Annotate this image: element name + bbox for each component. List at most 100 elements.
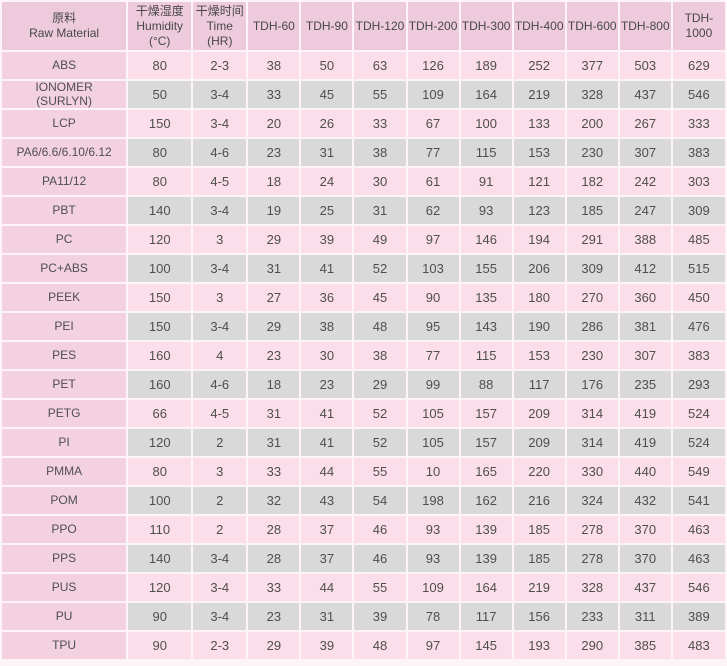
value-cell: 328 <box>566 574 618 601</box>
value-cell: 432 <box>619 487 671 514</box>
value-cell: 90 <box>128 632 192 659</box>
value-cell: 324 <box>566 487 618 514</box>
material-cell: TPU <box>2 632 127 659</box>
value-cell: 115 <box>460 139 512 166</box>
table-row: PPS 140 3-4 28 37 46 93 139 185 278 370 463 <box>2 545 725 572</box>
value-cell: 146 <box>460 226 512 253</box>
value-cell: 377 <box>566 52 618 79</box>
value-cell: 54 <box>354 487 406 514</box>
table-row: PMMA 80 3 33 44 55 10 165 220 330 440 549 <box>2 458 725 485</box>
material-cell: ABS <box>2 52 127 79</box>
value-cell: 38 <box>354 342 406 369</box>
value-cell: 330 <box>566 458 618 485</box>
value-cell: 307 <box>619 342 671 369</box>
material-cell: PC+ABS <box>2 255 127 282</box>
table-row: LCP 150 3-4 20 26 33 67 100 133 200 267 333 <box>2 110 725 137</box>
value-cell: 311 <box>619 603 671 630</box>
value-cell: 100 <box>128 255 192 282</box>
value-cell: 103 <box>407 255 459 282</box>
value-cell: 3-4 <box>193 313 247 340</box>
value-cell: 25 <box>301 197 353 224</box>
value-cell: 2 <box>193 429 247 456</box>
material-cell: POM <box>2 487 127 514</box>
table-row: PET 160 4-6 18 23 29 99 88 117 176 235 293 <box>2 371 725 398</box>
value-cell: 185 <box>513 545 565 572</box>
value-cell: 33 <box>354 110 406 137</box>
material-cell: PMMA <box>2 458 127 485</box>
value-cell: 419 <box>619 429 671 456</box>
value-cell: 463 <box>672 516 725 543</box>
value-cell: 4 <box>193 342 247 369</box>
value-cell: 180 <box>513 284 565 311</box>
value-cell: 185 <box>566 197 618 224</box>
value-cell: 20 <box>248 110 300 137</box>
value-cell: 503 <box>619 52 671 79</box>
value-cell: 30 <box>354 168 406 195</box>
material-cell: IONOMER (SURLYN) <box>2 81 127 108</box>
material-cell: PEI <box>2 313 127 340</box>
value-cell: 485 <box>672 226 725 253</box>
table-row: IONOMER (SURLYN) 50 3-4 33 45 55 109 164 219 328 4… <box>2 81 725 108</box>
value-cell: 55 <box>354 81 406 108</box>
value-cell: 388 <box>619 226 671 253</box>
material-cell: PC <box>2 226 127 253</box>
value-cell: 44 <box>301 458 353 485</box>
value-cell: 126 <box>407 52 459 79</box>
value-cell: 3-4 <box>193 545 247 572</box>
value-cell: 155 <box>460 255 512 282</box>
value-cell: 49 <box>354 226 406 253</box>
value-cell: 3 <box>193 226 247 253</box>
value-cell: 419 <box>619 400 671 427</box>
value-cell: 38 <box>301 313 353 340</box>
value-cell: 109 <box>407 81 459 108</box>
value-cell: 267 <box>619 110 671 137</box>
value-cell: 97 <box>407 226 459 253</box>
value-cell: 52 <box>354 429 406 456</box>
value-cell: 541 <box>672 487 725 514</box>
value-cell: 247 <box>619 197 671 224</box>
value-cell: 286 <box>566 313 618 340</box>
material-cell: PES <box>2 342 127 369</box>
value-cell: 270 <box>566 284 618 311</box>
value-cell: 29 <box>248 226 300 253</box>
table-row: PC 120 3 29 39 49 97 146 194 291 388 485 <box>2 226 725 253</box>
table-row: TPU 90 2-3 29 39 48 97 145 193 290 385 483 <box>2 632 725 659</box>
value-cell: 314 <box>566 429 618 456</box>
value-cell: 437 <box>619 574 671 601</box>
value-cell: 219 <box>513 574 565 601</box>
value-cell: 63 <box>354 52 406 79</box>
table-row: ABS 80 2-3 38 50 63 126 189 252 377 503 629 <box>2 52 725 79</box>
value-cell: 182 <box>566 168 618 195</box>
value-cell: 291 <box>566 226 618 253</box>
column-header: TDH-800 <box>619 2 671 50</box>
value-cell: 4-5 <box>193 168 247 195</box>
value-cell: 99 <box>407 371 459 398</box>
value-cell: 185 <box>513 516 565 543</box>
material-cell: PETG <box>2 400 127 427</box>
value-cell: 44 <box>301 574 353 601</box>
value-cell: 62 <box>407 197 459 224</box>
column-header: TDH-90 <box>301 2 353 50</box>
value-cell: 28 <box>248 516 300 543</box>
value-cell: 153 <box>513 139 565 166</box>
value-cell: 235 <box>619 371 671 398</box>
value-cell: 46 <box>354 516 406 543</box>
value-cell: 23 <box>248 603 300 630</box>
value-cell: 135 <box>460 284 512 311</box>
material-cell: PI <box>2 429 127 456</box>
value-cell: 19 <box>248 197 300 224</box>
value-cell: 133 <box>513 110 565 137</box>
value-cell: 50 <box>301 52 353 79</box>
column-header: TDH-600 <box>566 2 618 50</box>
value-cell: 412 <box>619 255 671 282</box>
column-header: TDH-60 <box>248 2 300 50</box>
value-cell: 39 <box>354 603 406 630</box>
value-cell: 95 <box>407 313 459 340</box>
value-cell: 18 <box>248 371 300 398</box>
value-cell: 219 <box>513 81 565 108</box>
value-cell: 93 <box>460 197 512 224</box>
value-cell: 90 <box>128 603 192 630</box>
value-cell: 385 <box>619 632 671 659</box>
value-cell: 230 <box>566 139 618 166</box>
value-cell: 164 <box>460 574 512 601</box>
